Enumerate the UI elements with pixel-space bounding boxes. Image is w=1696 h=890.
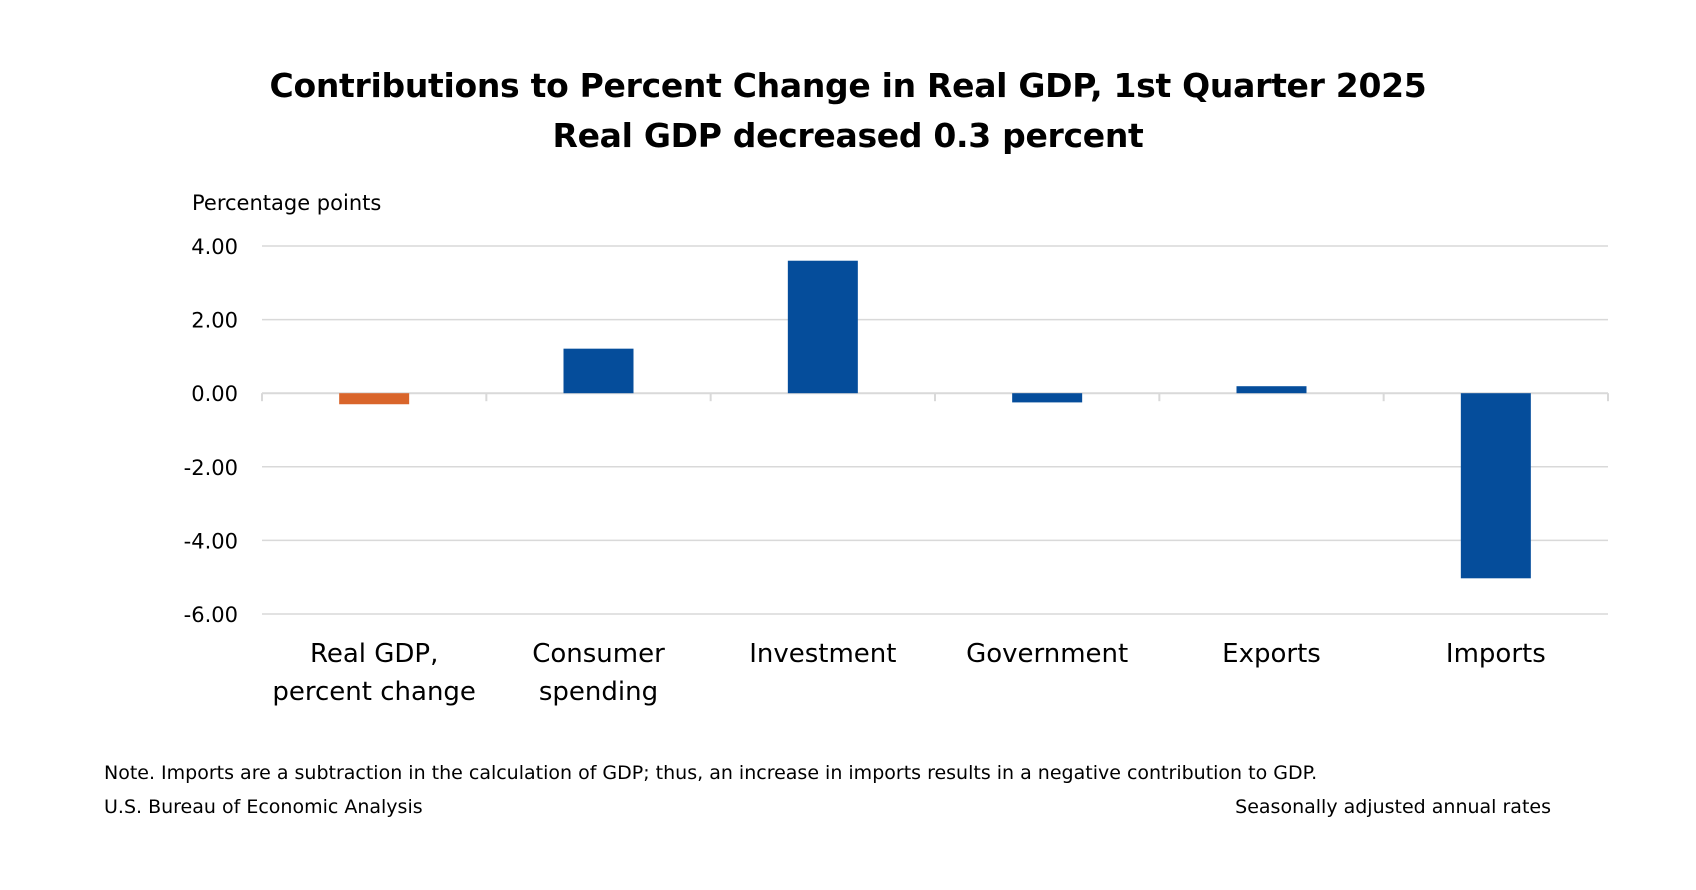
y-tick-label: -2.00 <box>184 456 238 480</box>
bar <box>339 393 410 405</box>
y-axis-label: Percentage points <box>192 191 381 215</box>
x-tick-label: Investment <box>749 639 896 669</box>
source-credit: U.S. Bureau of Economic Analysis <box>104 796 423 818</box>
chart-subtitle: Real GDP decreased 0.3 percent <box>552 116 1144 155</box>
y-tick-label: 4.00 <box>191 235 238 259</box>
x-tick-label: Imports <box>1446 639 1546 669</box>
bar <box>563 348 634 394</box>
rates-note: Seasonally adjusted annual rates <box>1235 796 1551 818</box>
y-tick-label: 2.00 <box>191 309 238 333</box>
x-tick-label: Exports <box>1222 639 1321 669</box>
x-tick-label: percent change <box>272 677 476 707</box>
chart-title: Contributions to Percent Change in Real … <box>269 66 1427 105</box>
y-tick-label: -4.00 <box>184 529 238 553</box>
x-tick-label: Consumer <box>532 639 665 669</box>
bar <box>1012 393 1083 403</box>
x-tick-label: spending <box>539 677 658 707</box>
footnote: Note. Imports are a subtraction in the c… <box>104 762 1318 784</box>
y-tick-label: 0.00 <box>191 382 238 406</box>
y-tick-label: -6.00 <box>184 603 238 627</box>
bar <box>1460 393 1531 579</box>
bar <box>787 260 858 394</box>
x-tick-label: Real GDP, <box>310 639 438 669</box>
bar <box>1236 386 1307 394</box>
x-tick-label: Government <box>966 639 1128 669</box>
